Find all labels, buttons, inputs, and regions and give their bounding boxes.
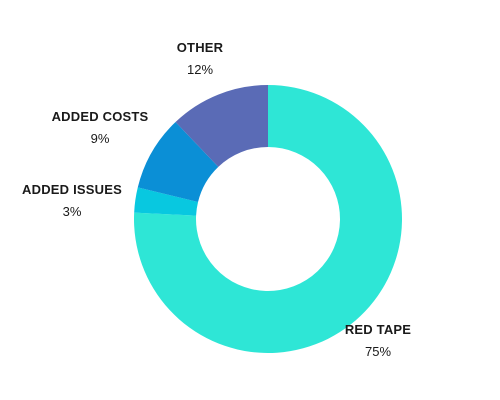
slice-value-other: 12% xyxy=(187,62,213,77)
slice-label-other: OTHER 12% xyxy=(177,40,224,77)
slice-name-red-tape: RED TAPE xyxy=(345,322,411,337)
slice-added-costs xyxy=(137,122,219,203)
slice-name-added-issues: ADDED ISSUES xyxy=(22,182,122,197)
slice-name-other: OTHER xyxy=(177,40,224,55)
slice-name-added-costs: ADDED COSTS xyxy=(52,109,149,124)
donut-slices xyxy=(134,85,402,353)
slice-value-added-costs: 9% xyxy=(91,131,110,146)
slice-label-red-tape: RED TAPE 75% xyxy=(345,322,411,359)
slice-red-tape xyxy=(134,85,402,353)
slice-label-added-costs: ADDED COSTS 9% xyxy=(52,109,149,146)
slice-label-added-issues: ADDED ISSUES 3% xyxy=(22,182,122,219)
slice-value-red-tape: 75% xyxy=(365,344,391,359)
slice-value-added-issues: 3% xyxy=(63,204,82,219)
slice-added-issues xyxy=(134,187,199,216)
slice-other xyxy=(175,85,268,167)
